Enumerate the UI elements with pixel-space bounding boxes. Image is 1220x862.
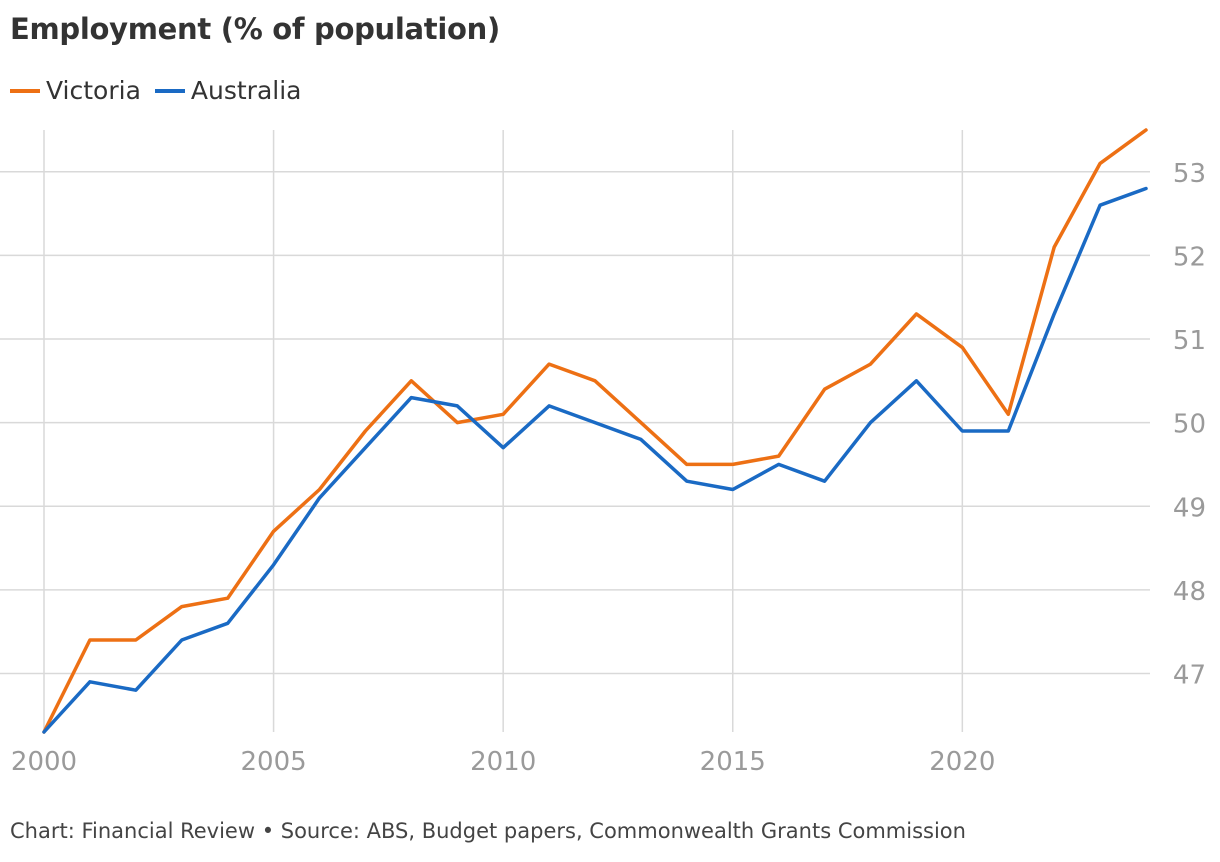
legend-label-australia: Australia: [190, 76, 302, 105]
x-tick-label-2015: 2015: [700, 747, 766, 777]
chart-source-note: Chart: Financial Review • Source: ABS, B…: [10, 819, 966, 843]
legend-label-victoria: Victoria: [46, 76, 141, 105]
x-tick-label-2010: 2010: [470, 747, 536, 777]
legend-swatch-australia: [154, 88, 185, 93]
y-tick-label-53: 53: [1173, 159, 1206, 189]
series-line-australia: [42, 186, 1148, 734]
y-tick-label-47: 47: [1173, 660, 1206, 690]
y-tick-label-50: 50: [1173, 410, 1206, 440]
x-tick-label-2000: 2000: [11, 747, 77, 777]
legend-swatch-victoria: [10, 88, 40, 93]
x-tick-label-2005: 2005: [240, 747, 306, 777]
legend-item-australia: Australia: [154, 76, 302, 105]
line-chart: 47 48 49 50 51 52 53 2000 2005 2010 2015 2020: [0, 128, 1206, 777]
legend-item-victoria: Victoria: [10, 76, 141, 105]
chart-legend: Victoria Australia: [10, 76, 315, 105]
y-tick-label-49: 49: [1173, 493, 1206, 523]
y-tick-label-48: 48: [1173, 577, 1206, 607]
chart-title: Employment (% of population): [10, 12, 500, 46]
y-tick-label-52: 52: [1173, 242, 1206, 272]
series-line-victoria: [42, 128, 1148, 734]
y-tick-label-51: 51: [1173, 326, 1206, 356]
x-tick-label-2020: 2020: [929, 747, 995, 777]
